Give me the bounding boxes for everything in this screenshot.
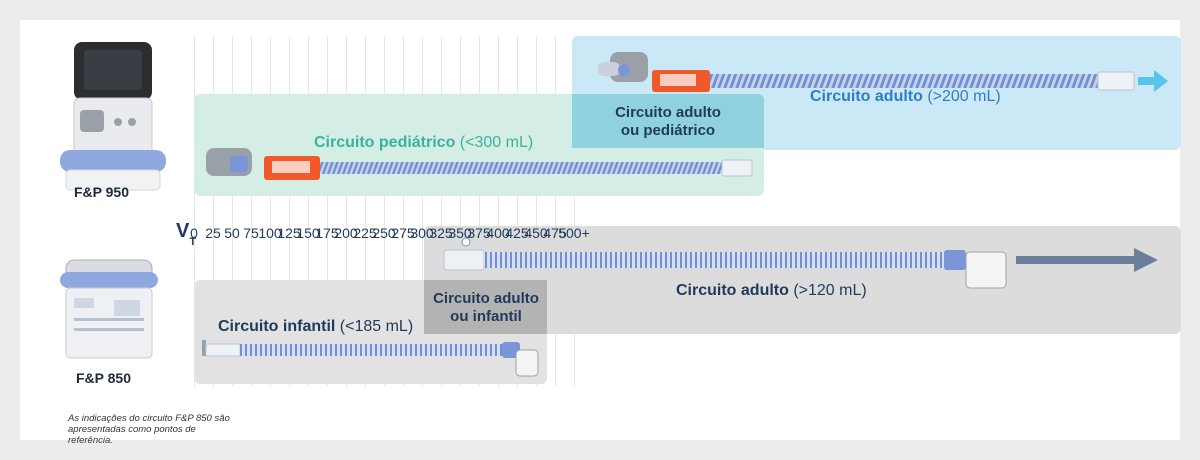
axis-tick-label: 50	[224, 225, 240, 241]
grid-line	[327, 36, 328, 386]
fp950-label: F&P 950	[74, 184, 129, 200]
fp850-device-image	[60, 259, 158, 359]
grid-line	[289, 36, 290, 386]
pediatric-circuit-tube-950	[206, 148, 753, 180]
adult-circuit-tube-950	[598, 52, 1168, 92]
diagram-canvas: VT 0 25 50 75 100 125 150 175 200 225 250 275 300 325…	[20, 20, 1181, 446]
grid-line	[460, 36, 461, 386]
grid-line	[194, 36, 195, 386]
axis-tick-label: 400	[486, 225, 510, 241]
overlap-label-850: Circuito adulto ou infantil	[433, 290, 539, 325]
grid-line	[251, 36, 252, 386]
axis-tick-label: 375	[467, 225, 491, 241]
grid-line	[555, 36, 556, 386]
overlap-band-850	[424, 280, 547, 334]
axis-tick-label: 450	[524, 225, 548, 241]
grid-line	[517, 36, 518, 386]
grid-line	[365, 36, 366, 386]
axis-tick-label: 275	[391, 225, 415, 241]
axis-tick-label: 125	[277, 225, 301, 241]
grid-line	[479, 36, 480, 386]
axis-tick-label: 500+	[558, 225, 590, 241]
infant-circuit-label-850: Circuito infantil (<185 mL)	[218, 318, 414, 335]
fp950-device-image	[60, 42, 166, 191]
adult-circuit-label-950: Circuito adulto (>200 mL)	[810, 88, 1001, 105]
axis-tick-label: 350	[448, 225, 472, 241]
fp850-label: F&P 850	[76, 370, 131, 386]
grid-line	[422, 36, 423, 386]
axis-tick-label: 250	[372, 225, 396, 241]
adult-circuit-tube-850	[443, 237, 1158, 289]
axis-tick-label: 25	[205, 225, 221, 241]
overlap-label-950: Circuito adulto ou pediátrico	[615, 104, 721, 139]
axis-tick-label: 150	[296, 225, 320, 241]
grid-line	[232, 36, 233, 386]
grid-line	[498, 36, 499, 386]
grid-line	[384, 36, 385, 386]
grid-line	[441, 36, 442, 386]
pediatric-circuit-label-950: Circuito pediátrico (<300 mL)	[314, 134, 534, 151]
axis-tick-label: 300	[410, 225, 434, 241]
adult-circuit-band-850	[424, 226, 1181, 334]
adult-circuit-label-850: Circuito adulto (>120 mL)	[676, 282, 867, 299]
axis-tick-label: 175	[315, 225, 339, 241]
axis-tick-label: 0	[190, 225, 198, 241]
grid-line	[213, 36, 214, 386]
axis-tick-label: 75	[243, 225, 259, 241]
overlap-band-950	[572, 94, 764, 148]
axis-tick-label: 200	[334, 225, 358, 241]
grid-line	[536, 36, 537, 386]
axis-tick-label: 425	[505, 225, 529, 241]
axis-tick-label: 325	[429, 225, 453, 241]
grid-line	[308, 36, 309, 386]
grid-line	[403, 36, 404, 386]
grid-line	[574, 36, 575, 386]
grid-line	[270, 36, 271, 386]
infant-circuit-tube-850	[202, 340, 539, 377]
grid-line	[346, 36, 347, 386]
axis-tick-label: 100	[258, 225, 282, 241]
tidal-volume-axis-symbol: VT	[176, 220, 197, 248]
axis-tick-label: 475	[543, 225, 567, 241]
fp850-reference-note: As indicações do circuito F&P 850 são ap…	[68, 413, 230, 446]
axis-tick-label: 225	[353, 225, 377, 241]
